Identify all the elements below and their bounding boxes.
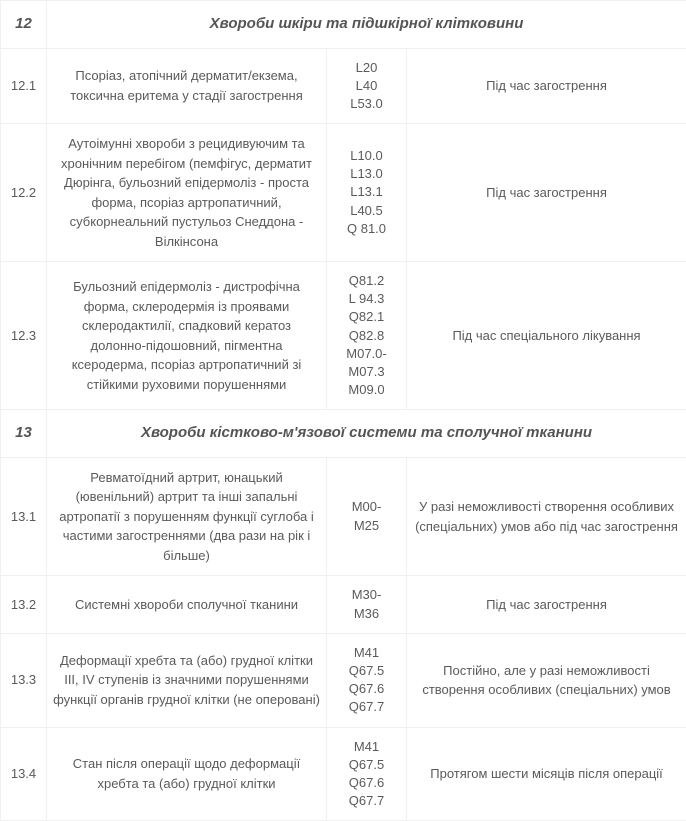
icd-code: M41 [333, 644, 400, 662]
table-row: 12.3Бульозний епідермоліз - дистрофічна … [1, 262, 686, 410]
condition-note: Постійно, але у разі неможливості створе… [407, 633, 686, 727]
icd-code: L10.0 [333, 147, 400, 165]
row-number: 13.3 [1, 633, 47, 727]
disease-description: Деформації хребта та (або) грудної клітк… [47, 633, 327, 727]
condition-note: Під час загострення [407, 124, 686, 262]
icd-code: Q67.6 [333, 680, 400, 698]
disease-description: Стан після операції щодо деформації хреб… [47, 727, 327, 821]
icd-codes: M41Q67.5Q67.6Q67.7 [327, 727, 407, 821]
disease-description: Системні хвороби сполучної тканини [47, 576, 327, 633]
icd-code: M07.3 [333, 363, 400, 381]
icd-code: L13.0 [333, 165, 400, 183]
row-number: 12.2 [1, 124, 47, 262]
section-title: Хвороби шкіри та підшкірної клітковини [47, 1, 686, 49]
icd-code: Q82.1 [333, 308, 400, 326]
icd-code: M09.0 [333, 381, 400, 399]
icd-code: M00- [333, 498, 400, 516]
row-number: 12.3 [1, 262, 47, 410]
condition-note: Під час загострення [407, 48, 686, 124]
section-number: 13 [1, 410, 47, 458]
icd-code: L40.5 [333, 202, 400, 220]
icd-codes: Q81.2L 94.3Q82.1Q82.8M07.0-M07.3M09.0 [327, 262, 407, 410]
icd-code: Q67.5 [333, 756, 400, 774]
icd-code: L 94.3 [333, 290, 400, 308]
row-number: 13.1 [1, 457, 47, 576]
condition-note: У разі неможливості створення особливих … [407, 457, 686, 576]
table-row: 13.4Стан після операції щодо деформації … [1, 727, 686, 821]
condition-note: Протягом шести місяців після операції [407, 727, 686, 821]
icd-codes: M00-M25 [327, 457, 407, 576]
row-number: 13.2 [1, 576, 47, 633]
section-number: 12 [1, 1, 47, 49]
condition-note: Під час загострення [407, 576, 686, 633]
icd-code: Q 81.0 [333, 220, 400, 238]
icd-codes: L20L40L53.0 [327, 48, 407, 124]
icd-code: M36 [333, 605, 400, 623]
icd-code: Q67.6 [333, 774, 400, 792]
disease-description: Бульозний епідермоліз - дистрофічна форм… [47, 262, 327, 410]
section-title: Хвороби кістково-м'язової системи та спо… [47, 410, 686, 458]
disease-description: Ревматоїдний артрит, юнацький (ювенільни… [47, 457, 327, 576]
icd-code: M41 [333, 738, 400, 756]
icd-code: L40 [333, 77, 400, 95]
icd-code: Q67.5 [333, 662, 400, 680]
icd-code: L20 [333, 59, 400, 77]
icd-codes: M30-M36 [327, 576, 407, 633]
medical-classification-table: 12Хвороби шкіри та підшкірної клітковини… [0, 0, 686, 821]
condition-note: Під час спеціального лікування [407, 262, 686, 410]
table-row: 12.2Аутоімунні хвороби з рецидивуючим та… [1, 124, 686, 262]
icd-code: Q67.7 [333, 698, 400, 716]
icd-code: L53.0 [333, 95, 400, 113]
table-row: 13Хвороби кістково-м'язової системи та с… [1, 410, 686, 458]
disease-description: Аутоімунні хвороби з рецидивуючим та хро… [47, 124, 327, 262]
row-number: 13.4 [1, 727, 47, 821]
icd-code: M25 [333, 517, 400, 535]
table-row: 13.1Ревматоїдний артрит, юнацький (ювені… [1, 457, 686, 576]
table-row: 12Хвороби шкіри та підшкірної клітковини [1, 1, 686, 49]
icd-codes: M41Q67.5Q67.6Q67.7 [327, 633, 407, 727]
icd-code: Q82.8 [333, 327, 400, 345]
disease-description: Псоріаз, атопічний дерматит/екзема, токс… [47, 48, 327, 124]
row-number: 12.1 [1, 48, 47, 124]
table-row: 13.2Системні хвороби сполучної тканиниM3… [1, 576, 686, 633]
table-row: 12.1Псоріаз, атопічний дерматит/екзема, … [1, 48, 686, 124]
icd-code: M30- [333, 586, 400, 604]
table-row: 13.3Деформації хребта та (або) грудної к… [1, 633, 686, 727]
icd-codes: L10.0L13.0L13.1L40.5Q 81.0 [327, 124, 407, 262]
icd-code: L13.1 [333, 183, 400, 201]
icd-code: M07.0- [333, 345, 400, 363]
icd-code: Q81.2 [333, 272, 400, 290]
icd-code: Q67.7 [333, 792, 400, 810]
